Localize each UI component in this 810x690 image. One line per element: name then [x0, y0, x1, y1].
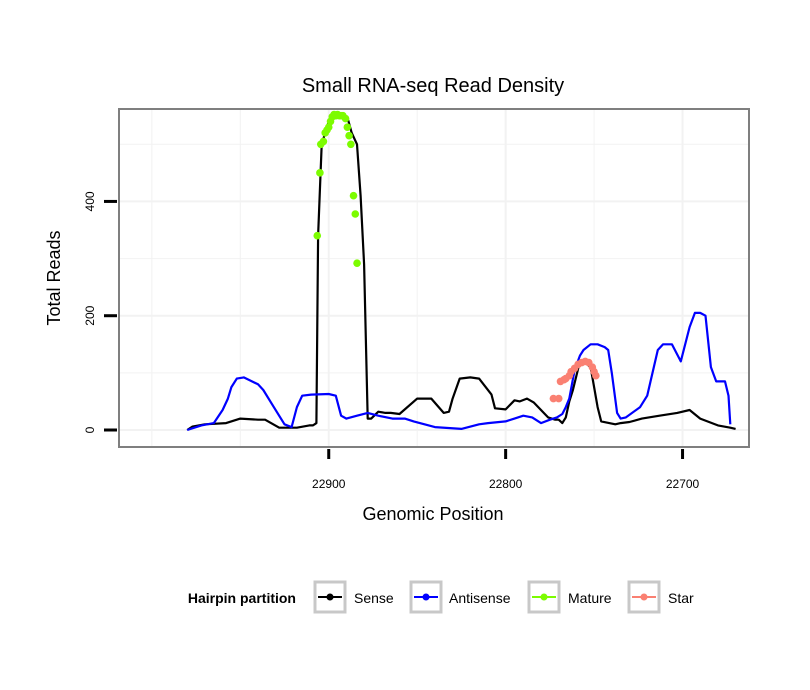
chart-title: Small RNA-seq Read Density — [302, 75, 564, 97]
series-line-sense — [186, 114, 736, 431]
data-point-star — [592, 371, 600, 380]
y-tick-label: 0 — [83, 426, 97, 433]
axes: 22900 22800 22700 0 200 400 — [83, 191, 700, 491]
data-point-mature — [353, 259, 361, 267]
series-layer — [186, 110, 736, 432]
data-point-star — [549, 394, 558, 403]
data-point-mature — [343, 123, 352, 131]
legend-entry-antisense: Antisense — [409, 580, 511, 614]
legend-label-star: Star — [668, 590, 694, 606]
x-tick-label: 22900 — [312, 477, 346, 491]
legend-key-point-mature — [540, 593, 548, 601]
data-point-mature — [316, 169, 324, 177]
legend: Hairpin partition Sense Antisense Mature… — [188, 580, 694, 614]
legend-label-mature: Mature — [568, 590, 612, 606]
legend-entry-sense: Sense — [313, 580, 394, 614]
legend-label-sense: Sense — [354, 590, 394, 606]
data-point-mature — [313, 231, 322, 240]
plot-panel-border — [118, 108, 750, 448]
legend-entry-star: Star — [627, 580, 694, 614]
y-tick-label: 200 — [83, 305, 97, 325]
legend-key-point-star — [640, 593, 648, 601]
plot-background — [119, 109, 749, 447]
data-point-mature — [319, 137, 328, 146]
series-line-antisense — [186, 311, 732, 432]
grid-lines — [120, 110, 748, 446]
x-tick-label: 22700 — [666, 477, 700, 491]
y-axis-label: Total Reads — [44, 230, 64, 325]
data-point-mature — [324, 123, 333, 131]
legend-label-antisense: Antisense — [449, 590, 511, 606]
legend-entry-mature: Mature — [527, 580, 612, 614]
x-tick-label: 22800 — [489, 477, 523, 491]
legend-key-point-antisense — [422, 593, 430, 601]
legend-title: Hairpin partition — [188, 590, 296, 606]
data-point-mature — [341, 114, 350, 123]
data-point-mature — [351, 210, 360, 218]
data-point-star — [554, 394, 563, 403]
data-point-mature — [347, 140, 355, 149]
y-tick-label: 400 — [83, 191, 97, 211]
data-point-mature — [349, 191, 358, 200]
legend-key-point-sense — [326, 593, 334, 601]
x-axis-label: Genomic Position — [362, 504, 503, 524]
data-point-mature — [345, 131, 353, 140]
